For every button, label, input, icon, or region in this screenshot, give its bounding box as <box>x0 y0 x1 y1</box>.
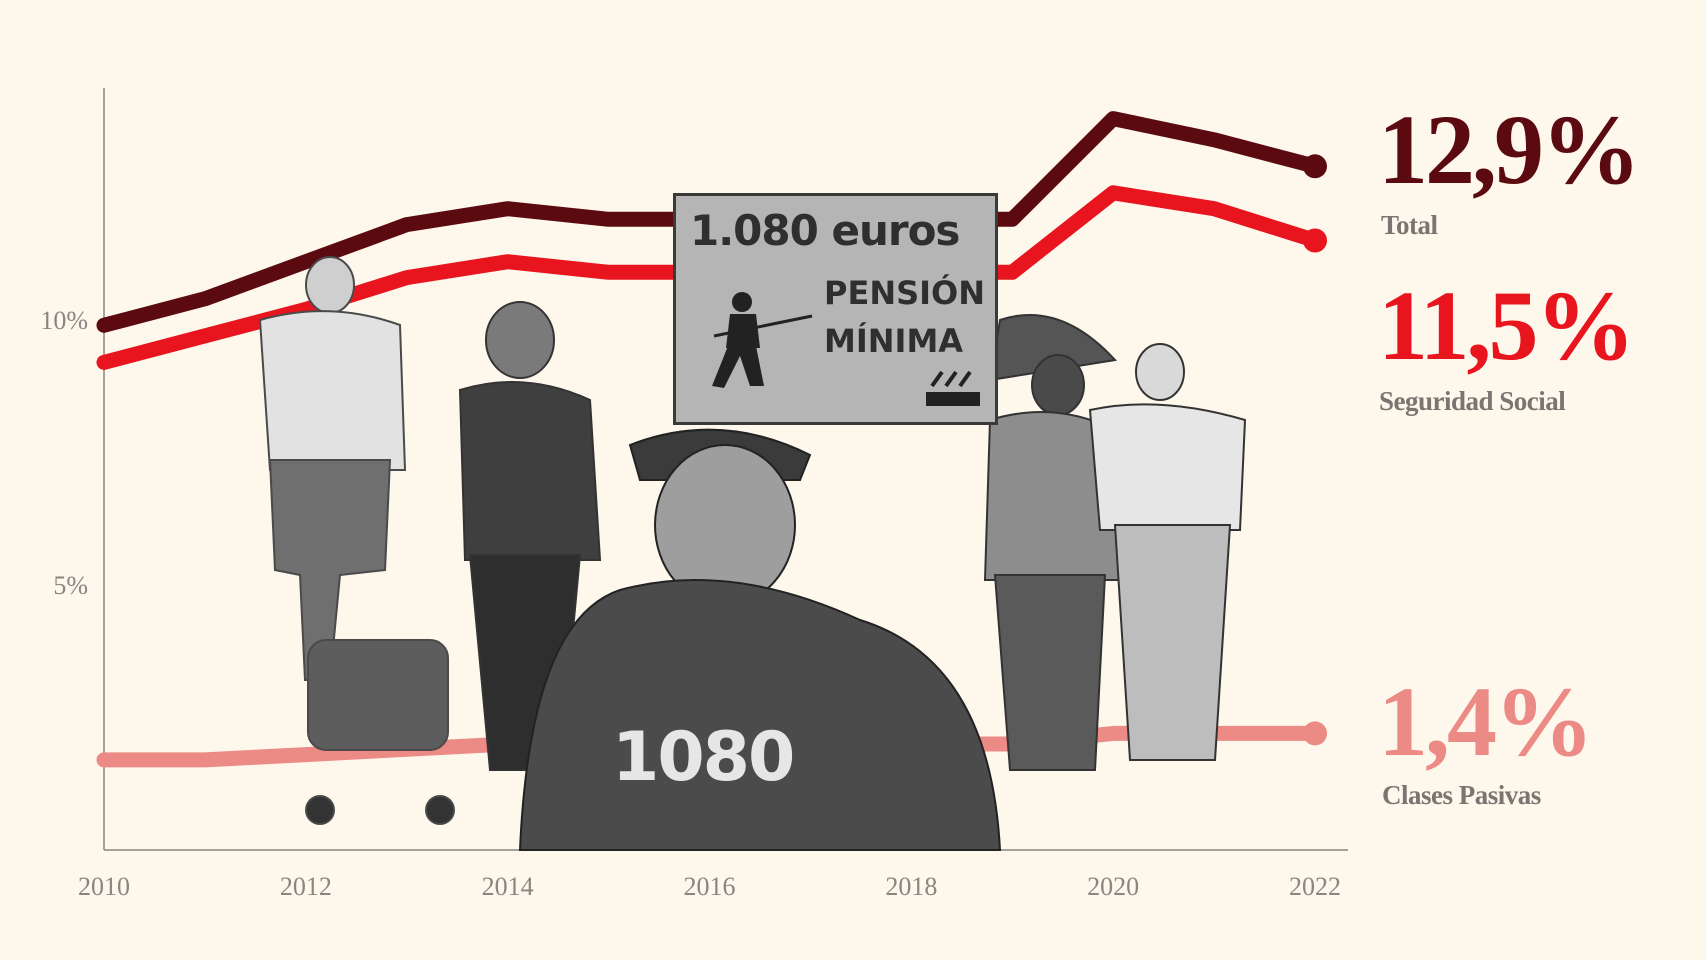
series-end-markers <box>1303 154 1327 746</box>
seguridad-social-value: 11,5% <box>1378 270 1635 381</box>
x-tick-label-2014: 2014 <box>482 872 534 901</box>
man-walking-left-photo <box>258 256 455 825</box>
golfer-figure-icon <box>712 292 813 388</box>
union-logo-icon <box>926 370 980 406</box>
total-value: 12,9% <box>1378 94 1641 205</box>
protest-sign: 1.080 euros PENSIÓN MÍNIMA <box>673 193 998 425</box>
chart-axes: 2010 2012 2014 2016 2018 2020 2022 5% 10% <box>40 88 1348 901</box>
series-end-dot-2 <box>1303 721 1327 746</box>
y-tick-label-5: 5% <box>53 571 88 600</box>
x-tick-label-2022: 2022 <box>1289 872 1341 901</box>
clases-pasivas-value: 1,4% <box>1378 666 1594 777</box>
x-tick-label-2016: 2016 <box>684 872 736 901</box>
sign-text-line3: MÍNIMA <box>824 322 964 360</box>
x-tick-label-2012: 2012 <box>280 872 332 901</box>
y-tick-label-10: 10% <box>40 306 88 335</box>
sign-text-line2: PENSIÓN <box>824 274 986 312</box>
protester-photo <box>518 428 1002 851</box>
woman-walking-photo <box>458 301 602 771</box>
seguridad-social-label: Seguridad Social <box>1379 386 1566 416</box>
clases-pasivas-label: Clases Pasivas <box>1382 780 1541 810</box>
series-end-dot-0 <box>1303 154 1327 179</box>
total-label: Total <box>1381 210 1438 240</box>
x-tick-label-2020: 2020 <box>1087 872 1139 901</box>
sign-text-line1: 1.080 euros <box>690 206 960 255</box>
shirt-number-text: 1080 <box>612 718 795 797</box>
photo-collage <box>258 256 1247 851</box>
series-end-dot-1 <box>1303 228 1327 253</box>
couple-walking-photo <box>983 314 1247 771</box>
x-tick-label-2018: 2018 <box>885 872 937 901</box>
x-tick-label-2010: 2010 <box>78 872 130 901</box>
